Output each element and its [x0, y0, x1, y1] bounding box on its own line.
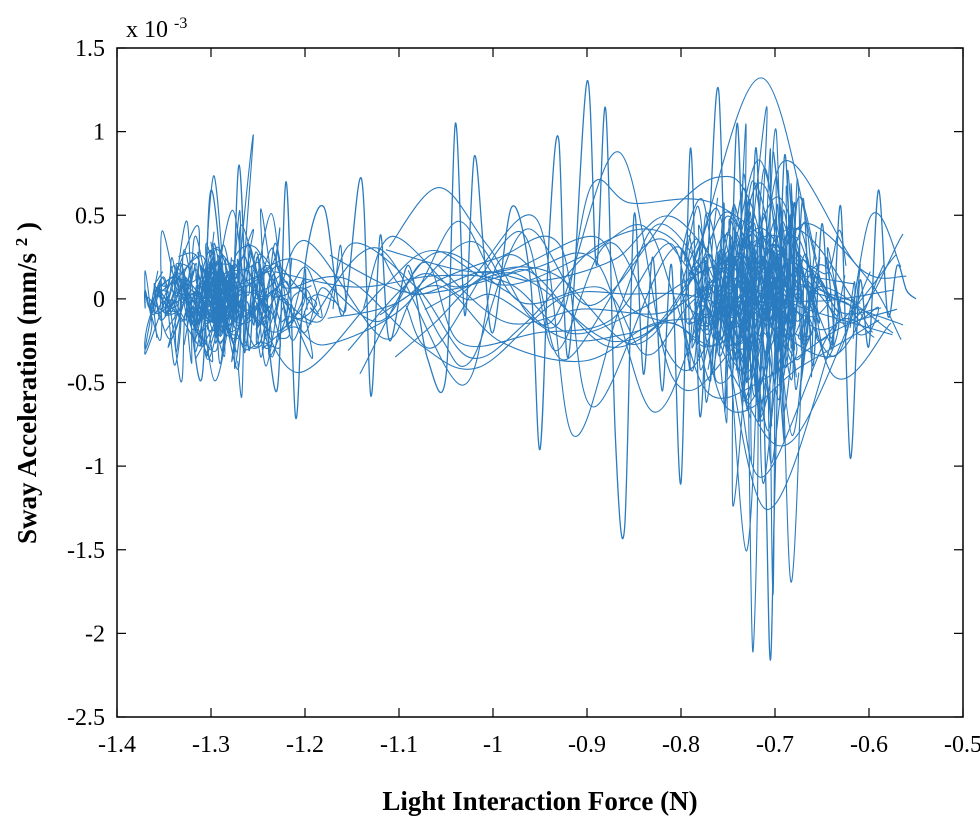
axes-box — [116, 47, 964, 718]
trace-bridge — [388, 151, 904, 392]
trace-bridge — [327, 234, 840, 356]
trace-cluster-left — [178, 242, 286, 324]
y-tick-label: -0.5 — [67, 371, 105, 397]
trace-cluster-left — [179, 260, 237, 357]
trace-bridge — [274, 254, 897, 335]
y-axis-label-end: ) — [12, 222, 42, 231]
trace-bridge — [308, 160, 907, 386]
y-axis-exponent: x 10 -3 — [126, 15, 187, 43]
x-axis-ticks: -1.4 -1.3 -1.2 -1.1 -1 -0.9 -0.8 -0.7 -0.6 -0.5 — [98, 48, 980, 758]
x-tick-label: -0.9 — [568, 732, 606, 758]
y-tick-label: -2.5 — [67, 705, 105, 731]
x-tick-label: -1.3 — [192, 732, 230, 758]
trace-cluster-right — [740, 247, 817, 432]
trace-bridge — [407, 175, 894, 367]
x-tick-label: -0.8 — [662, 732, 700, 758]
trace-cluster-right — [738, 268, 791, 427]
x-tick-label: -1 — [483, 732, 503, 758]
y-exponent-base: x 10 — [126, 17, 168, 43]
y-tick-label: -2 — [85, 621, 105, 647]
x-tick-label: -0.7 — [756, 732, 794, 758]
trace-cluster-right — [728, 128, 796, 364]
trace-bridge — [251, 224, 898, 399]
y-tick-label: 1 — [93, 120, 105, 146]
trace-cluster-right — [680, 238, 712, 372]
x-axis-label: Light Interaction Force (N) — [382, 786, 697, 816]
trace-main — [154, 80, 917, 661]
y-tick-label: 0 — [93, 287, 105, 313]
trace-cluster-left — [144, 269, 222, 350]
y-tick-label: 1.5 — [75, 36, 105, 62]
x-tick-label: -1.1 — [380, 732, 418, 758]
x-tick-label: -0.6 — [850, 732, 888, 758]
y-axis-label-sup: 2 — [12, 238, 31, 247]
y-axis-ticks: -2.5 -2 -1.5 -1 -0.5 0 0.5 1 1.5 — [67, 36, 963, 731]
trace-cluster-left — [185, 252, 320, 365]
y-tick-label: -1 — [85, 454, 105, 480]
trace-cluster-left — [143, 257, 194, 318]
y-axis-label-main: Sway Acceleration (mm/s — [12, 253, 42, 544]
trace-cluster-right — [714, 203, 747, 413]
trace-bridge — [329, 243, 882, 413]
y-exponent-power: -3 — [174, 15, 187, 32]
trace-cluster-left — [170, 225, 245, 353]
y-tick-label: 0.5 — [75, 203, 105, 229]
trace-bridge — [347, 214, 875, 478]
trace-bridge — [261, 221, 838, 510]
y-tick-label: -1.5 — [67, 538, 105, 564]
trace-cluster-left — [149, 264, 199, 366]
x-tick-label: -1.4 — [98, 732, 136, 758]
y-axis-label: Sway Acceleration (mm/s 2 ) — [3, 222, 42, 544]
trace-bridge — [405, 212, 902, 372]
trace-cluster-left — [167, 262, 226, 324]
x-tick-label: -0.5 — [944, 732, 980, 758]
sway-trace — [143, 77, 917, 661]
x-tick-label: -1.2 — [286, 732, 324, 758]
trace-cluster-left — [182, 260, 237, 353]
trace-bridge — [436, 159, 861, 325]
trace-bridge — [289, 264, 884, 370]
